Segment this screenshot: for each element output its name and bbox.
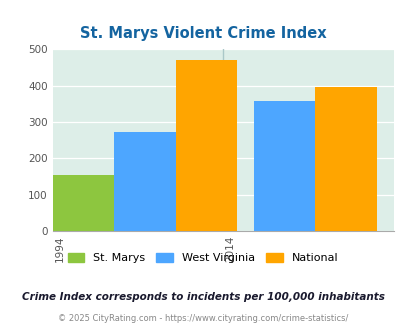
Bar [315,87,376,231]
Bar [175,60,237,231]
Text: St. Marys Violent Crime Index: St. Marys Violent Crime Index [79,26,326,41]
Legend: St. Marys, West Virginia, National: St. Marys, West Virginia, National [64,249,341,267]
Bar [254,101,315,231]
Text: © 2025 CityRating.com - https://www.cityrating.com/crime-statistics/: © 2025 CityRating.com - https://www.city… [58,314,347,323]
Text: Crime Index corresponds to incidents per 100,000 inhabitants: Crime Index corresponds to incidents per… [21,292,384,302]
Bar [114,132,175,231]
Bar [53,175,114,231]
